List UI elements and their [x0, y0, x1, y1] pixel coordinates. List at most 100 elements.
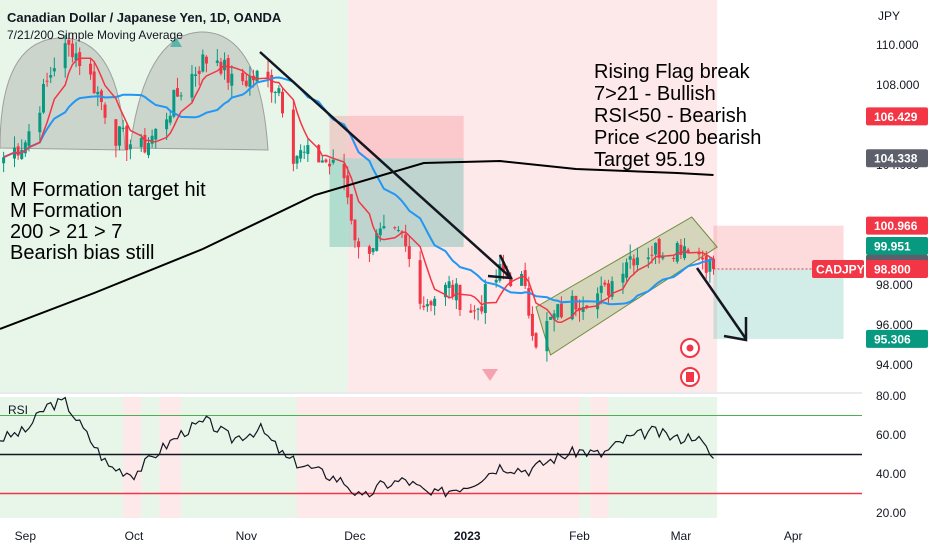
candle-body — [114, 119, 118, 146]
price-label-box — [866, 329, 928, 348]
candle-body — [353, 219, 357, 241]
candle-body — [320, 160, 324, 163]
candle-body — [422, 305, 426, 308]
rsi-zone — [296, 397, 424, 518]
candle-body — [371, 247, 375, 253]
candle-body — [635, 257, 639, 265]
currency-label: JPY — [878, 9, 900, 23]
candle-body — [585, 305, 589, 308]
candle-body — [574, 295, 578, 310]
rsi-layer: RSI — [0, 396, 862, 498]
candle-body — [139, 138, 143, 147]
downtrend-arrow-head — [487, 254, 514, 280]
rsi-title[interactable]: RSI — [8, 403, 28, 417]
axis-layer: 110.000108.000104.00098.00096.00094.000J… — [15, 9, 928, 543]
candle-body — [63, 43, 67, 69]
candle-body — [661, 256, 665, 259]
candle-body — [277, 88, 281, 94]
candle-body — [74, 53, 78, 61]
candle-body — [501, 261, 505, 273]
candle-body — [646, 257, 650, 260]
candle-body — [342, 163, 346, 179]
date-tick-label: Mar — [671, 529, 692, 543]
background-layer — [0, 0, 862, 518]
candle-body — [570, 295, 574, 320]
candle-body — [299, 150, 303, 159]
candle-body — [679, 244, 683, 255]
candle-body — [393, 227, 397, 229]
indicator-label[interactable]: 7/21/200 Simple Moving Average — [7, 28, 183, 42]
down-triangle-marker — [482, 369, 498, 381]
rsi-tick-label: 60.00 — [876, 428, 906, 442]
candle-body — [650, 254, 654, 256]
candle-body — [324, 159, 328, 163]
candle-body — [672, 257, 676, 259]
event-icon-dot — [686, 344, 694, 352]
price-label: 98.800 — [874, 263, 911, 277]
candle-body — [407, 246, 411, 260]
candle-body — [201, 54, 205, 72]
candle-body — [581, 307, 585, 312]
candle-body — [520, 273, 524, 286]
candle-body — [712, 258, 716, 269]
price-tick-label: 94.000 — [876, 358, 913, 372]
canada-flag-icon-center — [686, 372, 694, 382]
candle-body — [230, 73, 234, 86]
candle-body — [657, 238, 661, 259]
risk-box — [329, 115, 464, 159]
candle-body — [480, 306, 484, 312]
candle-body — [367, 246, 371, 254]
candle-body — [252, 76, 256, 81]
symbol-tag[interactable]: CADJPY — [816, 263, 865, 277]
candle-body — [603, 282, 607, 285]
candle-body — [281, 91, 285, 114]
candle-body — [552, 313, 556, 320]
candle-body — [49, 75, 53, 78]
candle-body — [143, 134, 147, 153]
candle-body — [20, 149, 24, 159]
rsi-tick-label: 80.00 — [876, 389, 906, 403]
candle-body — [625, 262, 629, 278]
symbol-tag-box — [812, 260, 864, 278]
candle-body — [27, 131, 31, 147]
right-annotation-line: Rising Flag break — [594, 61, 750, 83]
projection-arrow-head — [723, 317, 748, 342]
rsi-zone — [159, 397, 182, 518]
rsi-zone — [608, 397, 718, 518]
price-label-box — [866, 149, 928, 168]
chart-header: Canadian Dollar / Japanese Yen, 1D, OAND… — [7, 10, 281, 42]
right-annotation-line: 7>21 - Bullish — [594, 83, 716, 105]
symbol-title[interactable]: Canadian Dollar / Japanese Yen, 1D, OAND… — [7, 10, 282, 25]
candle-body — [527, 288, 531, 316]
rsi-zone — [181, 397, 297, 518]
candle-body — [128, 144, 132, 150]
price-label-box — [866, 260, 928, 278]
date-tick-label: Dec — [344, 529, 365, 543]
candle-body — [248, 76, 252, 87]
candle-body — [317, 145, 321, 163]
date-tick-label: 2023 — [454, 529, 481, 543]
candle-body — [194, 74, 198, 77]
price-tick-label: 98.000 — [876, 278, 913, 292]
candle-body — [534, 333, 538, 348]
price-label-box — [866, 236, 928, 255]
left-annotation: M Formation target hit M Formation 200 >… — [10, 180, 206, 264]
price-label: 104.338 — [874, 152, 918, 166]
candle-body — [190, 73, 194, 98]
rsi-zone — [590, 397, 609, 518]
projection-arrow — [695, 267, 748, 340]
price-label: 106.429 — [874, 110, 918, 124]
price-label-box — [866, 107, 928, 126]
candle-body — [498, 264, 502, 281]
candle-body — [154, 128, 158, 140]
candle-body — [118, 126, 122, 146]
candle-body — [16, 146, 20, 156]
candle-body — [632, 258, 636, 266]
price-tick-label: 96.000 — [876, 318, 913, 332]
candle-body — [494, 279, 498, 283]
candle-body — [454, 283, 458, 301]
candle-body — [404, 234, 408, 247]
right-annotation: Rising Flag break 7>21 - Bullish RSI<50 … — [594, 61, 761, 171]
